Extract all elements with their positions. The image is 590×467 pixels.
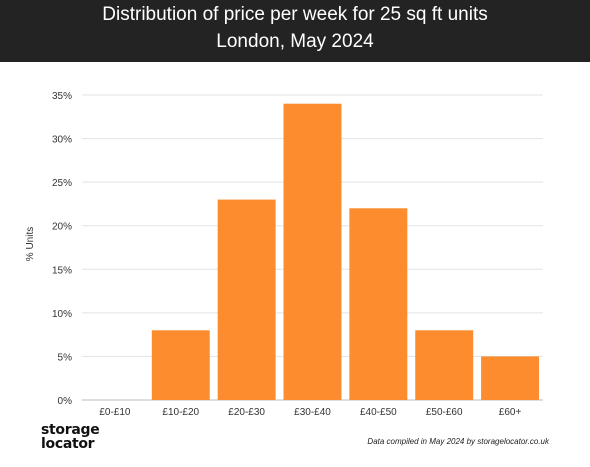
bar (217, 199, 276, 400)
title-banner: Distribution of price per week for 25 sq… (0, 0, 590, 62)
logo-line-2: locator (41, 436, 95, 452)
y-tick-label: 35% (52, 91, 72, 102)
x-tick-label: £40-£50 (360, 407, 397, 418)
bars (151, 103, 540, 400)
y-tick-label: 10% (52, 309, 72, 320)
chart-title: Distribution of price per week for 25 sq… (102, 4, 488, 25)
x-tick-label: £30-£40 (294, 407, 331, 418)
y-tick-label: 5% (58, 352, 73, 363)
y-tick-label: 30% (52, 135, 72, 146)
x-axis-ticks: £0-£10 £10-£20 £20-£30 £30-£40 £40-£50 £50-£6… (99, 407, 521, 418)
x-tick-label: £10-£20 (162, 407, 199, 418)
bar (415, 330, 474, 400)
x-tick-label: £60+ (499, 407, 522, 418)
bar (481, 356, 540, 400)
data-credit: Data compiled in May 2024 by storageloca… (367, 437, 549, 446)
bar (349, 208, 408, 400)
y-axis-label: % Units (25, 227, 36, 261)
bar (151, 330, 210, 400)
y-tick-label: 0% (58, 396, 73, 407)
y-tick-label: 25% (52, 178, 72, 189)
bar-chart: 0% 5% 10% 15% 20% 25% 30% 35% £0-£10 £10-£20 £20-… (25, 91, 543, 418)
bar (283, 103, 342, 400)
y-tick-label: 20% (52, 222, 72, 233)
y-axis-ticks: 0% 5% 10% 15% 20% 25% 30% 35% (52, 91, 72, 407)
logo-line-1: storage (41, 422, 100, 438)
x-tick-label: £50-£60 (426, 407, 463, 418)
y-tick-label: 15% (52, 265, 72, 276)
chart-subtitle: London, May 2024 (216, 31, 374, 52)
x-tick-label: £0-£10 (99, 407, 131, 418)
x-tick-label: £20-£30 (228, 407, 265, 418)
storagelocator-logo: storage locator (41, 422, 100, 452)
